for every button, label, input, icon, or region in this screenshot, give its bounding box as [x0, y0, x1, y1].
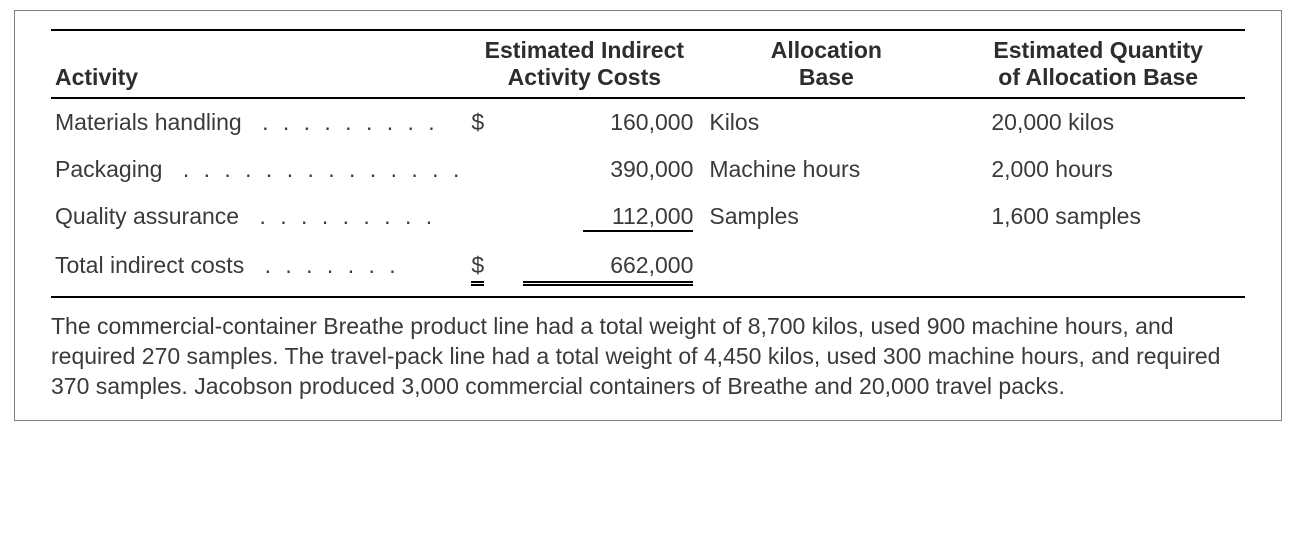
cost-table: Activity Estimated Indirect Activity Cos…: [51, 29, 1245, 298]
allocation-qty: 1,600 samples: [951, 193, 1245, 242]
table-total-row: Total indirect costs . . . . . . . $ 662…: [51, 242, 1245, 296]
table-row: Quality assurance . . . . . . . . . 112,…: [51, 193, 1245, 242]
header-qty-line2: of Allocation Base: [955, 64, 1241, 91]
header-activity: Activity: [55, 64, 138, 90]
total-amount: 662,000: [523, 252, 693, 286]
leader-dots: . . . . . . . . .: [259, 203, 436, 230]
leader-dots: . . . . . . . . .: [262, 109, 439, 136]
header-costs-line1: Estimated Indirect: [471, 37, 697, 64]
activity-label: Packaging: [55, 156, 162, 182]
leader-dots: . . . . . . . . . . . . . .: [183, 156, 464, 183]
table-row: Materials handling . . . . . . . . . $ 1…: [51, 98, 1245, 146]
cost-amount: 160,000: [501, 98, 701, 146]
currency-symbol: $: [471, 252, 484, 286]
activity-label: Materials handling: [55, 109, 242, 135]
allocation-qty: 2,000 hours: [951, 146, 1245, 193]
header-costs-line2: Activity Costs: [471, 64, 697, 91]
currency-symbol: [467, 146, 501, 193]
allocation-base: Machine hours: [701, 146, 951, 193]
description-paragraph: The commercial-container Breathe product…: [51, 312, 1245, 402]
activity-label: Quality assurance: [55, 203, 239, 229]
currency-symbol: [467, 193, 501, 242]
leader-dots: . . . . . . .: [265, 252, 400, 279]
total-label: Total indirect costs: [55, 252, 244, 278]
header-alloc-line1: Allocation: [705, 37, 947, 64]
allocation-qty: 20,000 kilos: [951, 98, 1245, 146]
allocation-base: Samples: [701, 193, 951, 242]
currency-symbol: $: [467, 98, 501, 146]
cost-amount: 390,000: [501, 146, 701, 193]
table-row: Packaging . . . . . . . . . . . . . . 39…: [51, 146, 1245, 193]
content-frame: Activity Estimated Indirect Activity Cos…: [14, 10, 1282, 421]
header-alloc-line2: Base: [705, 64, 947, 91]
allocation-base: Kilos: [701, 98, 951, 146]
header-qty-line1: Estimated Quantity: [955, 37, 1241, 64]
cost-amount: 112,000: [583, 203, 693, 232]
